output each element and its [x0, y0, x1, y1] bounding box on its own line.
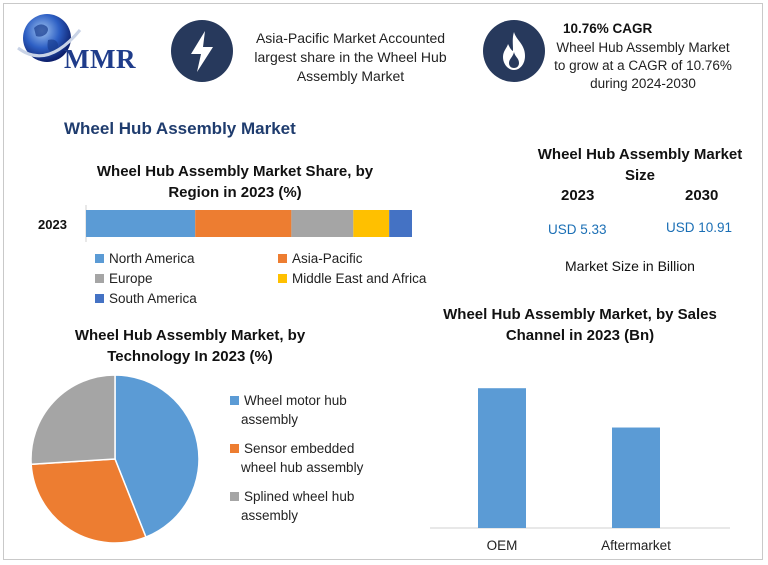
- region-title-line2: Region in 2023 (%): [168, 184, 302, 201]
- region-bar-segment-south-america: [389, 210, 412, 237]
- pie-slice-1: [114, 374, 200, 539]
- pie-slice-2: [30, 458, 147, 544]
- legend-label: North America: [109, 251, 195, 266]
- mmr-logo: MMR: [12, 8, 162, 74]
- pie-slice-3: [30, 374, 116, 466]
- insight2-line3: during 2024-2030: [590, 76, 696, 91]
- legend-sensor-embedded: Sensor embedded wheel hub assembly: [230, 439, 363, 477]
- legend-swatch: [95, 294, 104, 303]
- region-bar-segment-north-america: [86, 210, 196, 237]
- legend-label-cont: assembly: [241, 508, 299, 523]
- sales-channel-chart-title: Wheel Hub Assembly Market, by Sales Chan…: [420, 304, 740, 346]
- market-size-title-line1: Wheel Hub Assembly Market: [537, 146, 743, 163]
- insight-asia-pacific: Asia-Pacific Market Accounted largest sh…: [238, 29, 463, 86]
- legend-label: South America: [109, 291, 197, 306]
- size-value-2023: USD 5.33: [548, 222, 607, 237]
- legend-swatch: [230, 444, 239, 453]
- region-chart-title: Wheel Hub Assembly Market Share, by Regi…: [70, 161, 400, 203]
- sales-bar-aftermarket: [612, 427, 660, 528]
- sales-category-label: Aftermarket: [601, 538, 671, 553]
- insight1-line3: Assembly Market: [296, 68, 405, 84]
- region-bar-segment-europe: [291, 210, 354, 237]
- legend-label: Asia-Pacific: [292, 251, 363, 266]
- region-bar-segment-asia-pacific: [195, 210, 292, 237]
- insight1-line1: Asia-Pacific Market Accounted: [255, 30, 446, 46]
- legend-middle-east-africa: Middle East and Africa: [278, 271, 426, 286]
- insight1-line2: largest share in the Wheel Hub: [254, 49, 447, 65]
- technology-title-line1: Wheel Hub Assembly Market, by: [74, 327, 306, 344]
- sales-title-line2: Channel in 2023 (Bn): [505, 327, 655, 344]
- infographic-frame: [3, 3, 763, 560]
- technology-title-line2: Technology In 2023 (%): [107, 348, 273, 365]
- lightning-icon: [171, 20, 233, 82]
- cagr-title: 10.76% CAGR: [563, 21, 653, 36]
- insight2-line1: Wheel Hub Assembly Market: [556, 40, 730, 55]
- legend-label-cont: wheel hub assembly: [241, 460, 364, 475]
- region-bar-segment-middle-east-and-africa: [353, 210, 390, 237]
- legend-swatch: [95, 254, 104, 263]
- legend-south-america: South America: [95, 291, 197, 306]
- legend-label: Wheel motor hub: [244, 393, 347, 408]
- technology-chart-title: Wheel Hub Assembly Market, by Technology…: [40, 325, 340, 367]
- sales-bar-oem: [478, 388, 526, 528]
- technology-pie-chart: [30, 374, 200, 544]
- size-value-2030: USD 10.91: [666, 220, 733, 235]
- legend-label: Sensor embedded: [244, 441, 355, 456]
- region-category-label: 2023: [38, 217, 67, 232]
- globe-icon: [17, 14, 82, 62]
- legend-splined-wheel-hub: Splined wheel hub assembly: [230, 487, 354, 525]
- market-size-title-line2: Size: [624, 167, 655, 184]
- sales-channel-bar-chart: OEM Aftermarket: [430, 388, 730, 553]
- flame-icon: [483, 20, 545, 82]
- region-title-line1: Wheel Hub Assembly Market Share, by: [96, 163, 374, 180]
- size-year-2030: 2030: [685, 187, 719, 204]
- legend-europe: Europe: [95, 271, 153, 286]
- legend-label: Middle East and Africa: [292, 271, 427, 286]
- legend-swatch: [278, 274, 287, 283]
- legend-asia-pacific: Asia-Pacific: [278, 251, 363, 266]
- sales-category-label: OEM: [487, 538, 518, 553]
- insight2-line2: to grow at a CAGR of 10.76%: [554, 58, 732, 73]
- legend-north-america: North America: [95, 251, 195, 266]
- sales-title-line1: Wheel Hub Assembly Market, by Sales: [443, 306, 717, 323]
- legend-label-cont: assembly: [241, 412, 299, 427]
- legend-label: Europe: [109, 271, 153, 286]
- market-size-unit: Market Size in Billion: [565, 258, 695, 274]
- market-size-title: Wheel Hub Assembly Market Size: [520, 144, 760, 186]
- legend-swatch: [230, 492, 239, 501]
- legend-swatch: [278, 254, 287, 263]
- legend-swatch: [230, 396, 239, 405]
- logo-text: MMR: [64, 44, 136, 74]
- main-title: Wheel Hub Assembly Market: [64, 119, 296, 138]
- size-year-2023: 2023: [561, 187, 595, 204]
- region-stacked-bar-chart: 2023: [38, 205, 412, 242]
- legend-label: Splined wheel hub: [244, 489, 355, 504]
- legend-wheel-motor-hub: Wheel motor hub assembly: [230, 391, 347, 429]
- insight-cagr: Wheel Hub Assembly Market to grow at a C…: [548, 39, 738, 93]
- legend-swatch: [95, 274, 104, 283]
